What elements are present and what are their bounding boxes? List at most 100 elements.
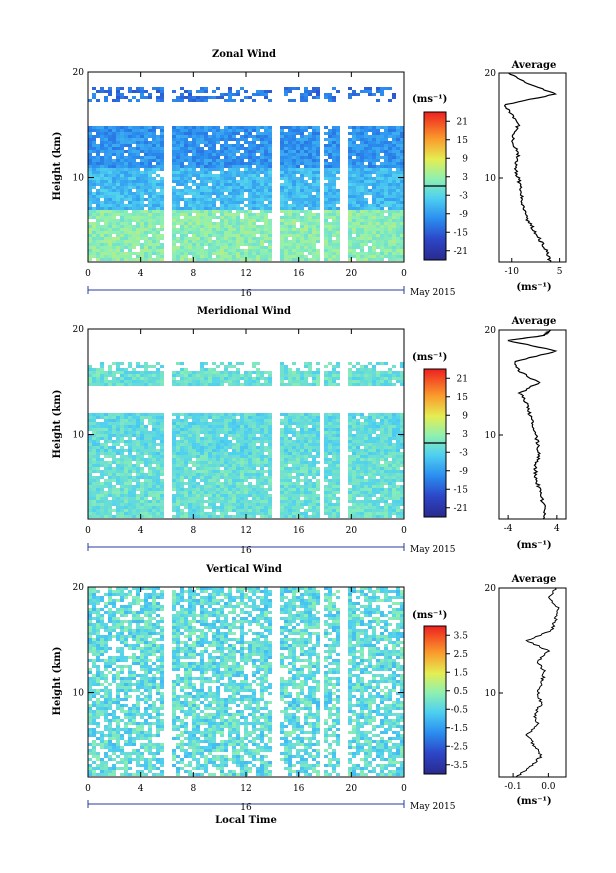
heatmap-cell	[312, 413, 316, 416]
heatmap-cell	[144, 177, 148, 180]
heatmap-cell	[124, 177, 128, 180]
heatmap-cell	[216, 153, 220, 156]
heatmap-cell	[376, 374, 380, 377]
heatmap-cell	[132, 201, 136, 204]
heatmap-cell	[172, 428, 176, 431]
heatmap-cell	[304, 446, 308, 449]
heatmap-cell	[352, 144, 356, 147]
heatmap-cell	[228, 213, 232, 216]
heatmap-cell	[304, 431, 308, 434]
heatmap-cell	[96, 222, 100, 225]
heatmap-cell	[96, 368, 100, 371]
heatmap-cell	[176, 201, 180, 204]
heatmap-cell	[360, 413, 364, 416]
heatmap-cell	[156, 204, 160, 207]
heatmap-cell	[388, 234, 392, 237]
profile-y-tick-label: 20	[485, 69, 497, 79]
heatmap-cell	[100, 159, 104, 162]
heatmap-cell	[264, 419, 268, 422]
heatmap-cell	[388, 132, 392, 135]
heatmap-cell	[184, 234, 188, 237]
heatmap-cell	[136, 452, 140, 455]
heatmap-cell	[324, 246, 328, 249]
heatmap-cell	[204, 383, 208, 386]
heatmap-cell	[200, 183, 204, 186]
heatmap-cell	[224, 458, 228, 461]
heatmap-cell	[308, 216, 312, 219]
heatmap-cell	[128, 144, 132, 147]
heatmap-cell	[252, 434, 256, 437]
heatmap-cell	[112, 371, 116, 374]
heatmap-cell	[220, 231, 224, 234]
heatmap-cell	[332, 383, 336, 386]
heatmap-cell	[316, 204, 320, 207]
heatmap-cell	[312, 138, 316, 141]
heatmap-cell	[288, 234, 292, 237]
heatmap-cell	[132, 467, 136, 470]
heatmap-cell	[96, 455, 100, 458]
heatmap-cell	[152, 246, 156, 249]
heatmap-cell	[128, 380, 132, 383]
heatmap-cell	[216, 132, 220, 135]
heatmap-cell	[376, 434, 380, 437]
heatmap-cell	[396, 216, 400, 219]
heatmap-cell	[300, 416, 304, 419]
heatmap-cell	[120, 240, 124, 243]
heatmap-cell	[156, 237, 160, 240]
heatmap-cell	[104, 198, 108, 201]
heatmap-cell	[308, 177, 312, 180]
heatmap-cell	[372, 153, 376, 156]
heatmap-cell	[288, 177, 292, 180]
heatmap-cell	[248, 252, 252, 255]
heatmap-cell	[244, 222, 248, 225]
heatmap-cell	[196, 174, 200, 177]
heatmap-cell	[100, 383, 104, 386]
heatmap-cell	[192, 150, 196, 153]
heatmap-cell	[92, 461, 96, 464]
heatmap-cell	[356, 371, 360, 374]
heatmap-cell	[304, 183, 308, 186]
heatmap-cell	[140, 416, 144, 419]
heatmap-cell	[332, 440, 336, 443]
heatmap-cell	[220, 198, 224, 201]
heatmap-cell	[152, 219, 156, 222]
heatmap-cell	[284, 243, 288, 246]
heatmap-cell	[112, 138, 116, 141]
heatmap-cell	[220, 440, 224, 443]
heatmap-cell	[384, 180, 388, 183]
heatmap-cell	[308, 452, 312, 455]
heatmap-cell	[148, 380, 152, 383]
heatmap-cell	[292, 186, 296, 189]
heatmap-cell	[348, 165, 352, 168]
heatmap-cell	[232, 153, 236, 156]
heatmap-cell	[328, 198, 332, 201]
heatmap-cell	[160, 156, 164, 159]
heatmap-cell	[172, 234, 176, 237]
heatmap-cell	[316, 132, 320, 135]
heatmap-cell	[116, 428, 120, 431]
heatmap-cell	[392, 174, 396, 177]
heatmap-cell	[268, 258, 272, 261]
heatmap-cell	[284, 147, 288, 150]
heatmap-cell	[200, 237, 204, 240]
heatmap-cell	[388, 156, 392, 159]
heatmap-cell	[376, 180, 380, 183]
heatmap-cell	[260, 147, 264, 150]
heatmap-cell	[124, 416, 128, 419]
heatmap-cell	[400, 452, 404, 455]
heatmap-cell	[152, 467, 156, 470]
heatmap-cell	[352, 168, 356, 171]
heatmap-cell	[108, 165, 112, 168]
heatmap-cell	[296, 192, 300, 195]
heatmap-cell	[176, 458, 180, 461]
heatmap-cell	[268, 204, 272, 207]
heatmap-cell	[400, 201, 404, 204]
heatmap-cell	[192, 228, 196, 231]
heatmap-cell	[176, 180, 180, 183]
heatmap-cell	[296, 180, 300, 183]
heatmap-cell	[92, 434, 96, 437]
heatmap-cell	[140, 365, 144, 368]
heatmap-cell	[392, 189, 396, 192]
heatmap-cell	[256, 165, 260, 168]
heatmap-cell	[312, 461, 316, 464]
